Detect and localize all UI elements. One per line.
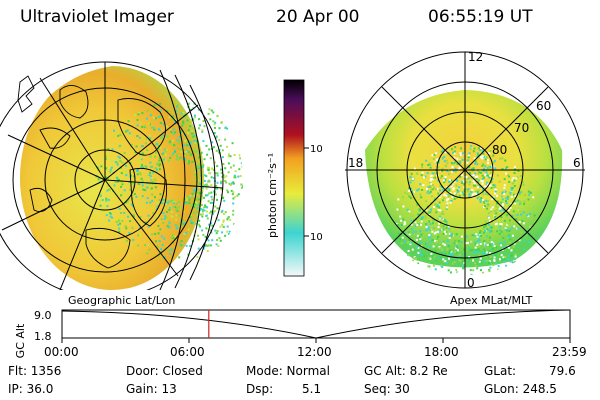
altitude-track-plot: GC Alt 9.0 1.8 xyxy=(14,309,571,358)
polar-caption: Apex MLat/MLT xyxy=(450,294,533,307)
dsp-value: 5.1 xyxy=(302,382,322,396)
sequence-number: Seq: 30 xyxy=(364,382,410,396)
colorbar-unit-label: photon cm⁻²s⁻¹ xyxy=(266,153,279,238)
glat-value: 79.6 xyxy=(549,364,576,378)
polar-noise xyxy=(396,145,536,275)
polar-grid xyxy=(345,51,585,289)
geographic-image-panel xyxy=(0,61,243,290)
glat-label: GLat: xyxy=(484,364,517,378)
time-tick-0000: 00:00 xyxy=(44,345,79,359)
colorbar-tick-10: 10 xyxy=(310,232,322,243)
polar-image-panel: 12 18 6 0 60 70 80 xyxy=(345,50,585,290)
mlt-label-6: 6 xyxy=(573,156,581,170)
altitude-tick-1_8: 1.8 xyxy=(34,330,52,343)
mode-status: Mode: Normal xyxy=(246,364,330,378)
header-time: 06:55:19 UT xyxy=(428,7,533,27)
geo-caption: Geographic Lat/Lon xyxy=(68,294,176,307)
colorbar: 100 10 photon cm⁻²s⁻¹ xyxy=(266,79,322,277)
altitude-ticks xyxy=(61,338,571,343)
lat-lon-grid xyxy=(0,61,224,290)
flight-number: Flt: 1356 xyxy=(8,364,62,378)
glon-value: GLon: 248.5 xyxy=(484,382,557,396)
altitude-tick-9: 9.0 xyxy=(34,309,52,322)
time-tick-2359: 23:59 xyxy=(552,345,587,359)
time-tick-0600: 06:00 xyxy=(170,345,205,359)
gain-value: Gain: 13 xyxy=(126,382,177,396)
mlt-label-0: 0 xyxy=(467,276,475,290)
app-title: Ultraviolet Imager xyxy=(20,7,174,27)
mlat-label-70: 70 xyxy=(514,121,529,135)
gc-altitude: GC Alt: 8.2 Re xyxy=(364,364,448,378)
altitude-axis-label: GC Alt xyxy=(14,323,27,358)
coastline-outline xyxy=(17,75,168,269)
time-tick-1200: 12:00 xyxy=(297,345,332,359)
mlt-label-12: 12 xyxy=(468,50,483,64)
mlat-label-60: 60 xyxy=(536,99,551,113)
mlt-label-18: 18 xyxy=(348,156,363,170)
colorbar-gradient xyxy=(283,79,305,277)
mlat-label-80: 80 xyxy=(492,143,507,157)
time-tick-1800: 18:00 xyxy=(424,345,459,359)
ip-value: IP: 36.0 xyxy=(8,382,54,396)
header-date: 20 Apr 00 xyxy=(276,7,360,27)
altitude-curve xyxy=(61,309,571,339)
door-status: Door: Closed xyxy=(126,364,203,378)
colorbar-tick-100: 100 xyxy=(310,144,322,155)
dsp-label: Dsp: xyxy=(246,382,274,396)
